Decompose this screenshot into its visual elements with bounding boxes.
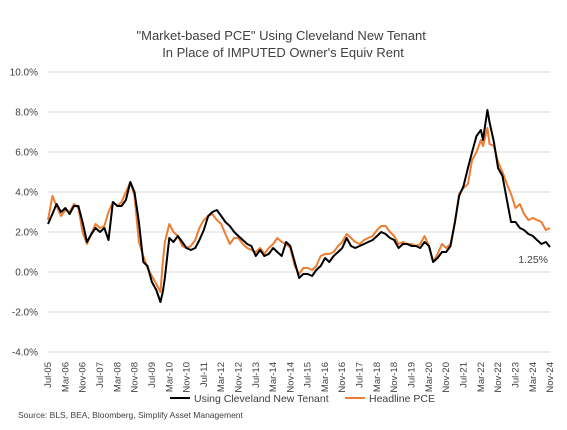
y-tick-label: 6.0%	[15, 148, 38, 159]
x-tick-label: Nov-24	[545, 362, 556, 393]
x-tick-label: Mar-06	[60, 362, 71, 392]
x-tick-label: Nov-14	[285, 362, 296, 393]
chart-title-line-1: "Market-based PCE" Using Cleveland New T…	[137, 28, 427, 43]
x-tick-label: Jul-15	[303, 362, 314, 388]
x-tick-label: Jul-21	[459, 362, 470, 388]
x-tick-label: Nov-10	[181, 362, 192, 393]
series-lines	[47, 109, 551, 303]
x-tick-label: Nov-22	[493, 362, 504, 393]
x-tick-label: Nov-08	[129, 362, 140, 393]
last-value-annotation: 1.25%	[518, 254, 548, 266]
x-tick-label: Mar-12	[216, 362, 227, 392]
y-tick-label: 10.0%	[10, 68, 38, 79]
x-tick-label: Nov-20	[441, 362, 452, 393]
x-tick-label: Nov-06	[78, 362, 89, 393]
legend-label: Using Cleveland New Tenant	[194, 393, 329, 405]
x-tick-label: Jul-13	[251, 362, 262, 388]
x-tick-label: Mar-10	[164, 362, 175, 392]
x-tick-label: Jul-07	[95, 362, 106, 388]
series-line-cleveland-new-tenant	[47, 109, 551, 303]
y-tick-label: 0.0%	[15, 268, 38, 279]
gridlines	[48, 71, 550, 353]
x-axis: Jul-05 Mar-06 Nov-06 Jul-07 Mar-08 Nov-08 Jul-…	[43, 362, 556, 393]
x-tick-label: Nov-18	[389, 362, 400, 393]
x-tick-label: Jul-09	[147, 362, 158, 388]
y-tick-label: -2.0%	[12, 308, 38, 319]
x-tick-label: Mar-08	[112, 362, 123, 392]
chart-title-line-2: In Place of IMPUTED Owner's Equiv Rent	[162, 45, 404, 60]
x-tick-label: Mar-24	[528, 362, 539, 392]
source-note: Source: BLS, BEA, Bloomberg, Simplify As…	[18, 410, 244, 420]
y-axis: 10.0% 8.0% 6.0% 4.0% 2.0% 0.0% -2.0% -4.0%	[10, 68, 38, 359]
legend-item-headline-pce: Headline PCE	[345, 393, 435, 405]
x-tick-label: Mar-14	[268, 362, 279, 392]
x-tick-label: Jul-19	[407, 362, 418, 388]
legend: Using Cleveland New Tenant Headline PCE	[170, 393, 435, 405]
x-tick-label: Jul-23	[510, 362, 521, 388]
x-tick-label: Mar-18	[372, 362, 383, 392]
series-line-headline-pce	[47, 127, 551, 293]
y-tick-label: 2.0%	[15, 228, 38, 239]
x-tick-label: Mar-16	[320, 362, 331, 392]
y-tick-label: -4.0%	[12, 348, 38, 359]
x-tick-label: Nov-12	[233, 362, 244, 393]
x-tick-label: Jul-17	[355, 362, 366, 388]
legend-item-cleveland-new-tenant: Using Cleveland New Tenant	[170, 393, 329, 405]
y-tick-label: 8.0%	[15, 108, 38, 119]
y-tick-label: 4.0%	[15, 188, 38, 199]
x-tick-label: Mar-20	[424, 362, 435, 392]
chart-title: "Market-based PCE" Using Cleveland New T…	[137, 28, 430, 60]
x-tick-label: Jul-11	[199, 362, 210, 387]
x-tick-label: Mar-22	[476, 362, 487, 392]
x-tick-label: Jul-05	[43, 362, 54, 388]
legend-label: Headline PCE	[369, 393, 435, 405]
x-tick-label: Nov-16	[337, 362, 348, 393]
